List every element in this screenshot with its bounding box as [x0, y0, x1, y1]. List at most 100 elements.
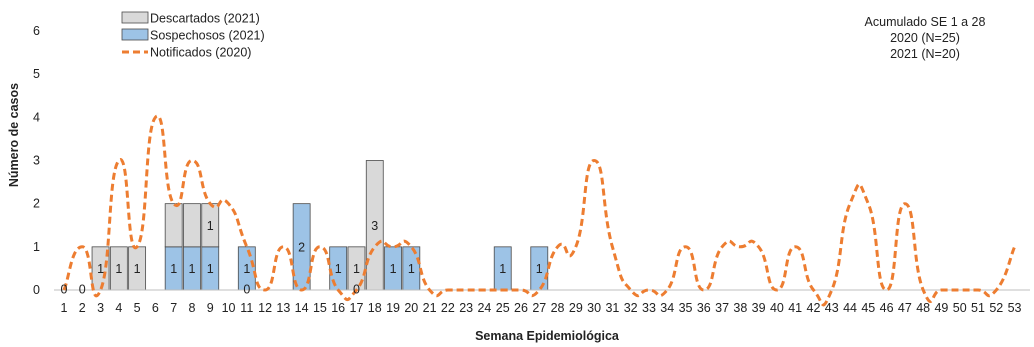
- y-tick-label: 0: [33, 283, 40, 297]
- y-tick-label: 2: [33, 197, 40, 211]
- legend-label: Descartados (2021): [150, 12, 260, 26]
- series-line-notificados-2020: [62, 114, 1016, 307]
- x-tick-label: 12: [258, 301, 272, 315]
- data-label: 0: [353, 283, 360, 297]
- x-axis-label: Semana Epidemiológica: [475, 329, 620, 343]
- data-label: 1: [335, 262, 342, 276]
- x-tick-label: 25: [496, 301, 510, 315]
- x-tick-label: 3: [97, 301, 104, 315]
- x-tick-label: 53: [1008, 301, 1022, 315]
- x-tick-label: 35: [679, 301, 693, 315]
- y-tick-label: 3: [33, 154, 40, 168]
- x-tick-label: 37: [715, 301, 729, 315]
- bar-descartados: [164, 203, 183, 248]
- x-tick-label: 47: [898, 301, 912, 315]
- x-tick-label: 48: [916, 301, 930, 315]
- legend-label: Notificados (2020): [150, 46, 251, 60]
- data-label: 1: [499, 262, 506, 276]
- x-tick-label: 7: [170, 301, 177, 315]
- x-tick-label: 11: [240, 301, 253, 315]
- annotation-line-2: 2020 (N=25): [890, 31, 960, 45]
- data-label: 1: [170, 262, 177, 276]
- x-tick-label: 52: [989, 301, 1003, 315]
- x-tick-label: 34: [660, 301, 674, 315]
- x-tick-label: 1: [61, 301, 68, 315]
- summary-annotation: Acumulado SE 1 a 28 2020 (N=25) 2021 (N=…: [830, 14, 1020, 62]
- x-tick-label: 28: [551, 301, 565, 315]
- x-tick-label: 26: [514, 301, 528, 315]
- x-tick-label: 40: [770, 301, 784, 315]
- x-tick-label: 4: [115, 301, 122, 315]
- x-tick-label: 49: [934, 301, 948, 315]
- data-label: 1: [408, 262, 415, 276]
- x-tick-label: 5: [134, 301, 141, 315]
- x-tick-label: 30: [587, 301, 601, 315]
- x-tick-label: 44: [843, 301, 857, 315]
- legend-label: Sospechosos (2021): [150, 29, 265, 43]
- x-tick-label: 36: [697, 301, 711, 315]
- y-tick-label: 6: [33, 24, 40, 38]
- x-tick-label: 31: [605, 301, 619, 315]
- x-tick-label: 27: [532, 301, 546, 315]
- data-label: 3: [371, 219, 378, 233]
- x-tick-label: 6: [152, 301, 159, 315]
- x-tick-label: 10: [222, 301, 236, 315]
- data-label: 1: [207, 262, 214, 276]
- x-tick-label: 41: [788, 301, 802, 315]
- x-tick-label: 19: [386, 301, 400, 315]
- x-tick-label: 16: [331, 301, 345, 315]
- x-tick-label: 43: [825, 301, 839, 315]
- x-tick-label: 13: [276, 301, 290, 315]
- x-tick-label: 29: [569, 301, 583, 315]
- x-tick-label: 32: [624, 301, 638, 315]
- x-tick-label: 18: [368, 301, 382, 315]
- x-tick-label: 50: [953, 301, 967, 315]
- y-tick-label: 5: [33, 67, 40, 81]
- x-tick-label: 24: [477, 301, 491, 315]
- data-label: 1: [97, 262, 104, 276]
- x-tick-label: 17: [350, 301, 364, 315]
- legend: Descartados (2021) Sospechosos (2021) Noti…: [121, 11, 265, 60]
- x-tick-label: 51: [971, 301, 985, 315]
- bar-descartados: [183, 203, 201, 248]
- x-tick-label: 42: [807, 301, 821, 315]
- data-label: 1: [134, 262, 141, 276]
- x-tick-label: 45: [861, 301, 875, 315]
- legend-swatch: [121, 28, 149, 41]
- x-tick-label: 9: [207, 301, 214, 315]
- data-label: 1: [390, 262, 397, 276]
- y-tick-label: 1: [33, 240, 40, 254]
- data-label: 0: [61, 283, 68, 297]
- annotation-line-3: 2021 (N=20): [890, 47, 960, 61]
- data-label: 1: [188, 262, 195, 276]
- data-label: 1: [207, 219, 214, 233]
- data-label: 1: [243, 262, 250, 276]
- data-label: 1: [536, 262, 543, 276]
- data-label: 1: [353, 262, 360, 276]
- x-tick-label: 39: [752, 301, 766, 315]
- x-tick-label: 46: [880, 301, 894, 315]
- x-tick-label: 33: [642, 301, 656, 315]
- data-label: 2: [298, 240, 305, 254]
- x-tick-label: 20: [404, 301, 418, 315]
- data-label: 0: [243, 283, 250, 297]
- x-tick-label: 8: [188, 301, 195, 315]
- annotation-line-1: Acumulado SE 1 a 28: [864, 15, 986, 29]
- x-tick-label: 21: [423, 301, 437, 315]
- x-tick-label: 14: [295, 301, 309, 315]
- data-label: 0: [79, 283, 86, 297]
- x-axis-ticks: 1 2 3 4 5 6 7 8 9 10 11 12 13 14 15 16 17 18 19 20 21 22 23 24 2…: [61, 301, 1022, 315]
- legend-swatch: [121, 11, 149, 24]
- x-tick-label: 22: [441, 301, 455, 315]
- x-tick-label: 2: [79, 301, 86, 315]
- y-axis-label: Número de casos: [7, 83, 21, 187]
- bars: [91, 160, 549, 291]
- data-label: 1: [115, 262, 122, 276]
- x-tick-label: 15: [313, 301, 327, 315]
- x-tick-label: 38: [733, 301, 747, 315]
- y-axis-ticks: 0 1 2 3 4 5 6: [33, 24, 40, 297]
- x-tick-label: 23: [459, 301, 473, 315]
- y-tick-label: 4: [33, 110, 40, 124]
